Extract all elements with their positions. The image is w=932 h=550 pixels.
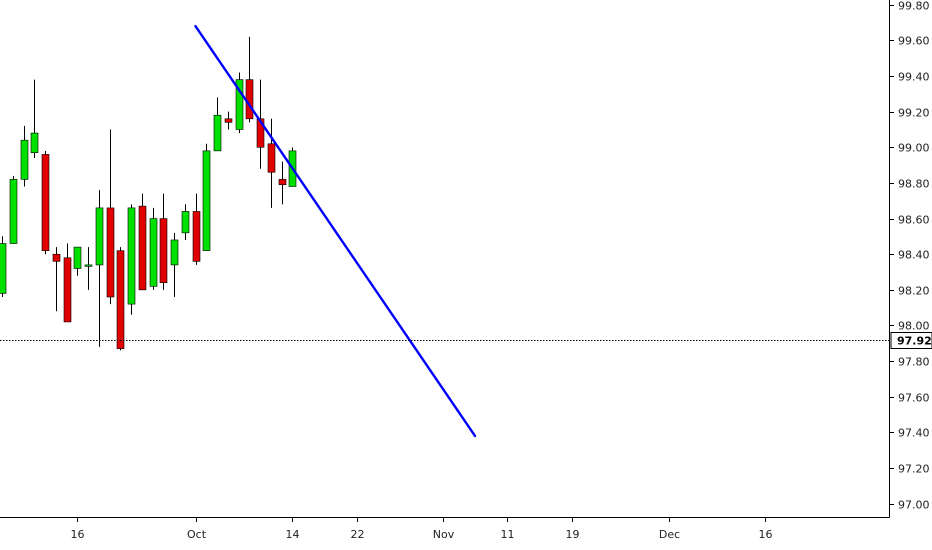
candle-body — [181, 211, 190, 234]
overlay-lines — [0, 24, 889, 438]
x-tick-label: 22 — [351, 528, 365, 541]
candle-body — [0, 243, 7, 294]
axis-frame — [0, 0, 890, 518]
candle — [73, 246, 82, 276]
candle-body — [52, 253, 61, 262]
candle-body — [9, 179, 18, 244]
y-tick-label: 99.40 — [898, 71, 930, 84]
trendline — [194, 24, 477, 438]
candle-body — [149, 218, 158, 287]
candle — [149, 207, 158, 290]
candle — [159, 193, 168, 290]
candle — [181, 204, 190, 240]
x-tick-label: 19 — [566, 528, 580, 541]
candle-body — [278, 179, 287, 186]
candle — [235, 72, 244, 134]
candle-body — [235, 79, 244, 130]
candle-body — [192, 211, 201, 262]
candle — [170, 232, 179, 297]
candle — [63, 243, 72, 323]
x-tick-label: 14 — [286, 528, 300, 541]
y-tick-label: 97.80 — [898, 356, 930, 369]
candle-body — [84, 264, 93, 267]
candle — [9, 175, 18, 244]
candle-body — [63, 257, 72, 323]
candle — [267, 118, 276, 208]
candle-body — [170, 239, 179, 266]
candle — [30, 79, 39, 159]
candle — [84, 247, 93, 290]
last-price-label: 97.92 — [897, 335, 932, 348]
x-tick-label: 11 — [501, 528, 515, 541]
candle-body — [245, 79, 254, 120]
x-tick-label: Oct — [187, 528, 207, 541]
y-tick-label: 98.20 — [898, 285, 930, 298]
candle-body — [41, 154, 50, 251]
candle — [278, 161, 287, 205]
candle — [224, 111, 233, 130]
y-tick-label: 99.80 — [898, 0, 930, 13]
candle-body — [127, 207, 136, 305]
candle — [106, 129, 115, 305]
candle-body — [224, 118, 233, 123]
candle-body — [138, 205, 147, 291]
last-price-tag-box — [890, 332, 932, 349]
x-tick-label: 16 — [71, 528, 85, 541]
candle — [0, 236, 7, 297]
candle — [127, 204, 136, 315]
y-tick-label: 99.60 — [898, 35, 930, 48]
y-tick-label: 98.40 — [898, 249, 930, 262]
candle-body — [159, 218, 168, 284]
candle-body — [95, 207, 104, 266]
x-tick-label: Nov — [433, 528, 455, 541]
candle-body — [20, 139, 29, 180]
candle-body — [256, 118, 265, 148]
candle-body — [116, 250, 125, 349]
candle — [202, 143, 211, 251]
candle — [95, 190, 104, 347]
y-tick-label: 97.00 — [898, 499, 930, 512]
y-tick-label: 99.20 — [898, 107, 930, 120]
y-tick-label: 97.20 — [898, 463, 930, 476]
candle — [20, 125, 29, 187]
y-tick-label: 98.80 — [898, 178, 930, 191]
last-price-tag: 97.92 — [890, 332, 932, 349]
candle-series — [0, 36, 297, 351]
y-tick-label: 98.00 — [898, 320, 930, 333]
candle-body — [30, 132, 39, 153]
y-tick-label: 97.60 — [898, 392, 930, 405]
candle — [52, 247, 61, 312]
candle — [41, 150, 50, 255]
candle — [116, 247, 125, 351]
candle — [138, 193, 147, 291]
candle-body — [106, 207, 115, 298]
y-tick-label: 97.40 — [898, 427, 930, 440]
candle — [256, 79, 265, 169]
y-tick-label: 99.00 — [898, 142, 930, 155]
candle-body — [213, 114, 222, 152]
candle-body — [73, 246, 82, 269]
candle-body — [267, 143, 276, 173]
candle — [213, 97, 222, 152]
candle — [192, 193, 201, 265]
candle-body — [202, 150, 211, 251]
x-tick-label: 16 — [759, 528, 773, 541]
y-tick-label: 98.60 — [898, 214, 930, 227]
x-tick-label: Dec — [659, 528, 680, 541]
